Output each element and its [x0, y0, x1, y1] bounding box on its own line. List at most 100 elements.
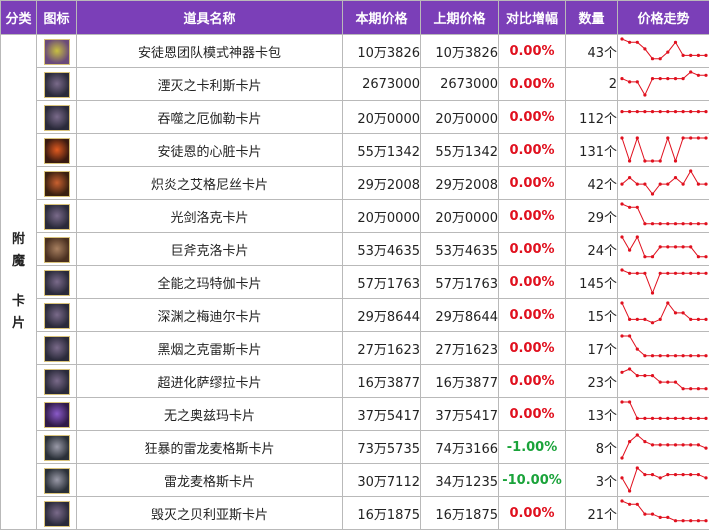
- trend-point: [651, 57, 654, 60]
- trend-point: [682, 222, 685, 225]
- header-current-price[interactable]: 本期价格: [343, 1, 421, 35]
- icon-cell: [37, 101, 77, 134]
- trend-line: [622, 39, 706, 59]
- dark-card-icon[interactable]: [44, 72, 70, 98]
- item-name[interactable]: 炽炎之艾格尼丝卡片: [77, 167, 343, 200]
- fire-heart-icon[interactable]: [44, 138, 70, 164]
- trend-point: [651, 374, 654, 377]
- item-name[interactable]: 无之奥兹玛卡片: [77, 398, 343, 431]
- price-trend-sparkline: [618, 266, 709, 298]
- item-name[interactable]: 湮灭之卡利斯卡片: [77, 68, 343, 101]
- trend-point: [689, 387, 692, 390]
- change-value: 0.00%: [499, 365, 566, 398]
- item-name[interactable]: 雷龙麦格斯卡片: [77, 464, 343, 497]
- item-name[interactable]: 狂暴的雷龙麦格斯卡片: [77, 431, 343, 464]
- trend-line: [622, 204, 706, 224]
- trend-point: [651, 192, 654, 195]
- trend-point: [620, 110, 623, 113]
- header-name[interactable]: 道具名称: [77, 1, 343, 35]
- trend-point: [682, 245, 685, 248]
- item-name[interactable]: 超进化萨缪拉卡片: [77, 365, 343, 398]
- trend-point: [674, 381, 677, 384]
- header-category[interactable]: 分类: [1, 1, 37, 35]
- header-previous-price[interactable]: 上期价格: [421, 1, 499, 35]
- trend-line: [622, 303, 706, 323]
- trend-point: [704, 255, 707, 258]
- trend-point: [674, 519, 677, 522]
- trend-point: [704, 417, 707, 420]
- dark-card-icon[interactable]: [44, 204, 70, 230]
- beast-card-icon[interactable]: [44, 237, 70, 263]
- trend-point: [636, 503, 639, 506]
- item-name[interactable]: 巨斧克洛卡片: [77, 233, 343, 266]
- trend-point: [643, 272, 646, 275]
- item-name[interactable]: 全能之玛特伽卡片: [77, 266, 343, 299]
- fire-card-icon[interactable]: [44, 171, 70, 197]
- trend-point: [704, 318, 707, 321]
- dark-card-icon[interactable]: [44, 336, 70, 362]
- cyan-weapon-icon[interactable]: [44, 39, 70, 65]
- trend-point: [659, 159, 662, 162]
- item-name[interactable]: 深渊之梅迪尔卡片: [77, 299, 343, 332]
- trend-point: [682, 417, 685, 420]
- header-trend[interactable]: 价格走势: [618, 1, 709, 35]
- icon-cell: [37, 35, 77, 68]
- trend-line: [622, 270, 706, 293]
- trend-point: [659, 272, 662, 275]
- trend-point: [636, 433, 639, 436]
- icon-cell: [37, 200, 77, 233]
- quantity: 43个: [566, 35, 618, 68]
- current-price: 16万3877: [343, 365, 421, 398]
- item-name[interactable]: 光剑洛克卡片: [77, 200, 343, 233]
- trend-point: [704, 183, 707, 186]
- current-price: 29万2008: [343, 167, 421, 200]
- dark-card-icon[interactable]: [44, 270, 70, 296]
- dragon-card-icon[interactable]: [44, 435, 70, 461]
- item-name[interactable]: 安徒恩的心脏卡片: [77, 134, 343, 167]
- header-change[interactable]: 对比增幅: [499, 1, 566, 35]
- quantity: 42个: [566, 167, 618, 200]
- dark-card-icon[interactable]: [44, 369, 70, 395]
- purple-card-icon[interactable]: [44, 402, 70, 428]
- header-quantity[interactable]: 数量: [566, 1, 618, 35]
- trend-cell: [618, 266, 709, 299]
- trend-point: [620, 235, 623, 238]
- header-icon[interactable]: 图标: [37, 1, 77, 35]
- dark-card-icon[interactable]: [44, 501, 70, 527]
- trend-point: [666, 183, 669, 186]
- previous-price: 29万8644: [421, 299, 499, 332]
- dark-card-icon[interactable]: [44, 303, 70, 329]
- item-name[interactable]: 黑烟之克雷斯卡片: [77, 332, 343, 365]
- trend-point: [636, 318, 639, 321]
- trend-point: [689, 473, 692, 476]
- dragon-card-icon[interactable]: [44, 468, 70, 494]
- trend-point: [682, 272, 685, 275]
- dark-card-icon[interactable]: [44, 105, 70, 131]
- change-value: 0.00%: [499, 68, 566, 101]
- trend-point: [674, 354, 677, 357]
- item-name[interactable]: 安徒恩团队模式神器卡包: [77, 35, 343, 68]
- item-name[interactable]: 毁灭之贝利亚斯卡片: [77, 497, 343, 530]
- header-row: 分类 图标 道具名称 本期价格 上期价格 对比增幅 数量 价格走势: [1, 1, 709, 35]
- quantity: 15个: [566, 299, 618, 332]
- item-name[interactable]: 吞噬之厄伽勒卡片: [77, 101, 343, 134]
- trend-point: [704, 74, 707, 77]
- trend-point: [643, 513, 646, 516]
- trend-point: [651, 255, 654, 258]
- trend-point: [697, 387, 700, 390]
